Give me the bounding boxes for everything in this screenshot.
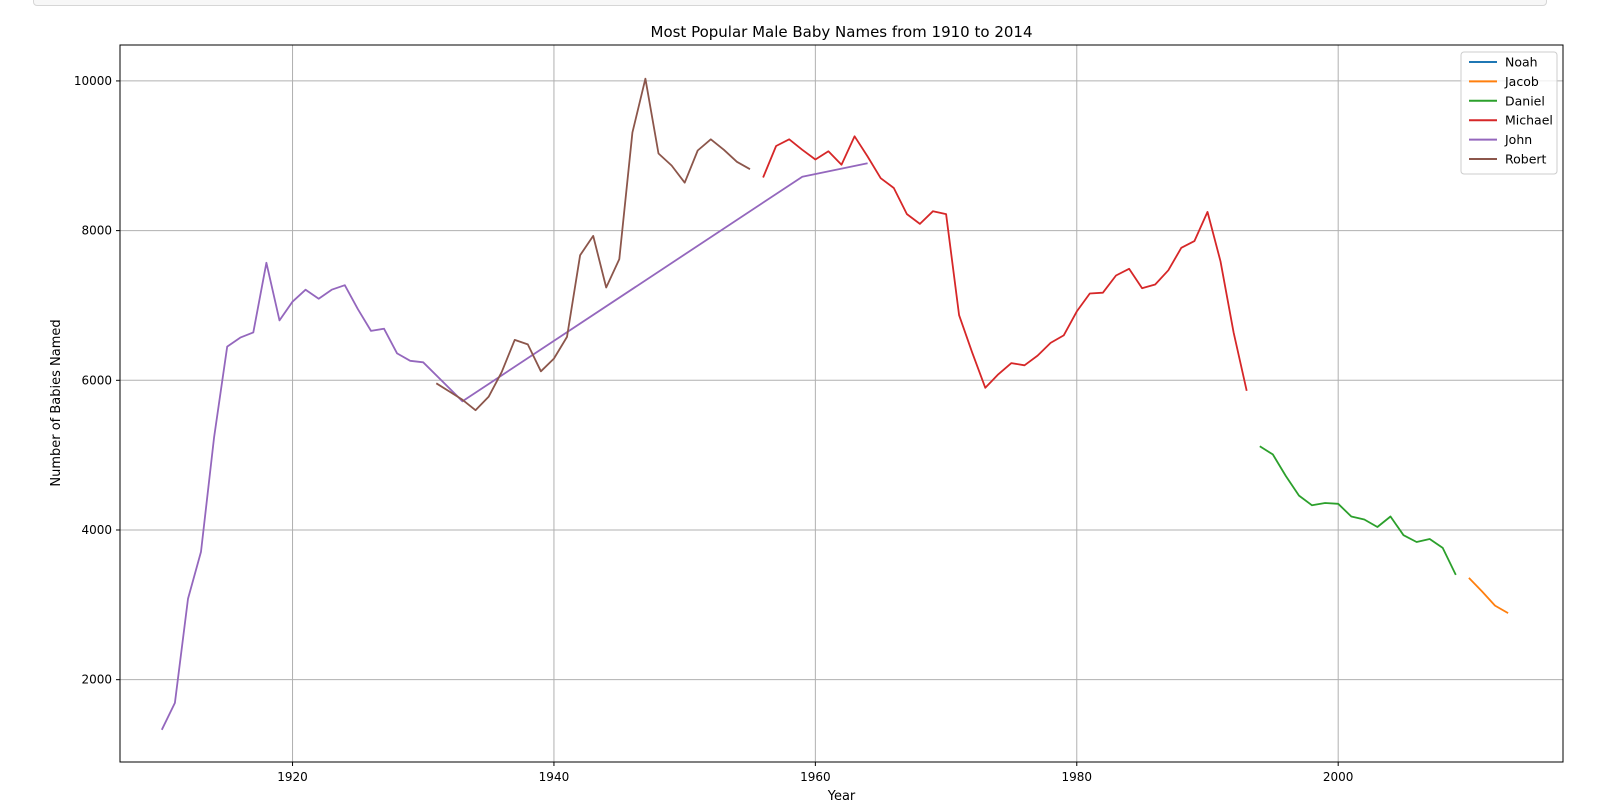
x-axis-label: Year xyxy=(827,789,856,804)
series-line-robert xyxy=(435,77,751,412)
legend: Noah Jacob Daniel Michael John Robert xyxy=(1460,51,1558,175)
x-tick-label: 2000 xyxy=(1323,770,1354,784)
x-axis-ticks: 1920 1940 1960 1980 2000 xyxy=(277,762,1353,784)
cell-frame-strip xyxy=(33,0,1547,6)
series-line-michael xyxy=(762,135,1248,391)
legend-label-michael: Michael xyxy=(1505,113,1553,128)
series-lines xyxy=(160,77,1509,731)
series-line-daniel xyxy=(1259,445,1457,576)
series-line-john xyxy=(160,162,868,731)
x-tick-label: 1920 xyxy=(277,770,308,784)
x-tick-label: 1960 xyxy=(800,770,831,784)
y-tick-label: 6000 xyxy=(81,373,112,387)
legend-label-john: John xyxy=(1504,132,1532,147)
y-tick-label: 8000 xyxy=(81,224,112,238)
legend-label-noah: Noah xyxy=(1505,55,1538,70)
legend-box xyxy=(1460,51,1558,175)
x-tick-label: 1980 xyxy=(1061,770,1092,784)
y-axis-ticks: 2000 4000 6000 8000 10000 xyxy=(74,74,120,687)
x-tick-label: 1940 xyxy=(539,770,570,784)
plot-area xyxy=(119,44,1564,763)
y-axis-label: Number of Babies Named xyxy=(49,319,64,486)
grid-lines xyxy=(120,45,1563,762)
y-tick-label: 4000 xyxy=(81,523,112,537)
legend-label-jacob: Jacob xyxy=(1504,74,1539,89)
y-tick-label: 10000 xyxy=(74,74,112,88)
legend-label-robert: Robert xyxy=(1505,152,1547,167)
chart-title: Most Popular Male Baby Names from 1910 t… xyxy=(651,23,1033,41)
series-line-jacob xyxy=(1468,577,1509,614)
legend-label-daniel: Daniel xyxy=(1505,93,1545,108)
y-tick-label: 2000 xyxy=(81,673,112,687)
